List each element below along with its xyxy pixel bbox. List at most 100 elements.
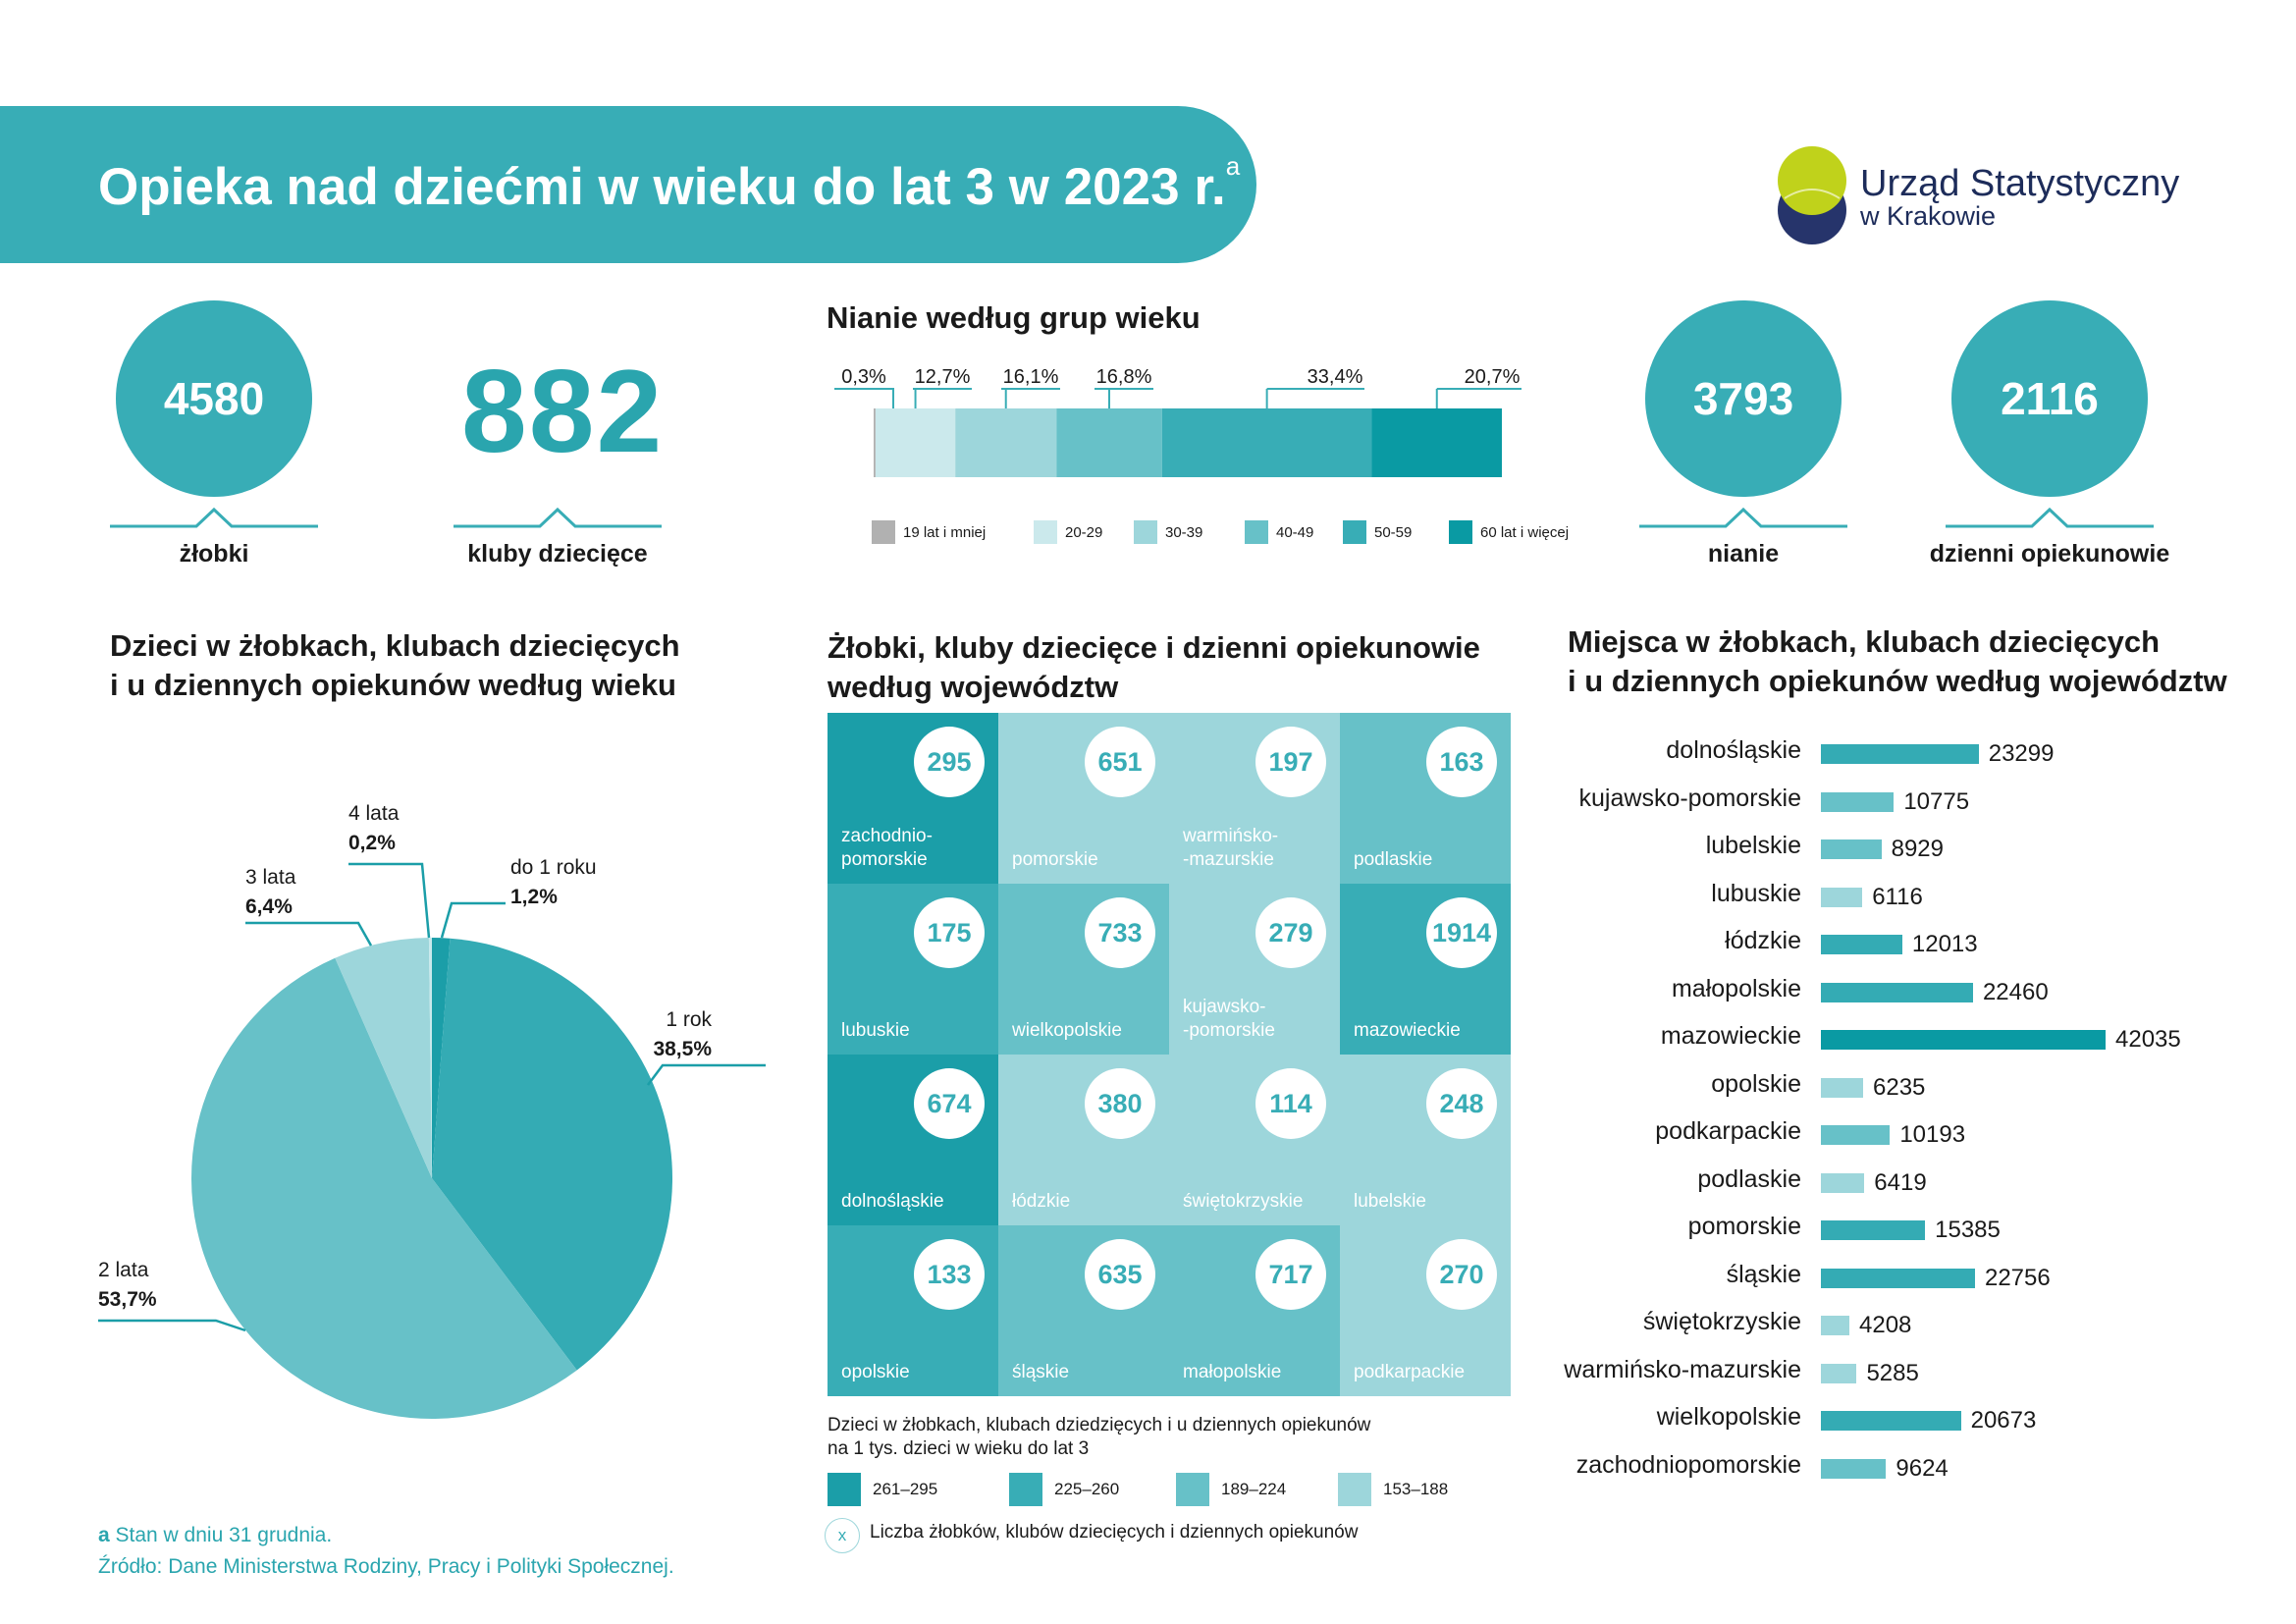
nianie-stacked-bar-chart: 0,3% 12,7% 16,1% 16,8% 33,4% 20,7% <box>834 366 1522 477</box>
pie-slice-pct: 53,7% <box>98 1288 157 1311</box>
map-cell-count: 133 <box>914 1239 985 1310</box>
nianie-label-leader <box>834 388 894 408</box>
pie-label-leader <box>647 1063 766 1086</box>
bar-rect <box>1821 791 1895 812</box>
map-cell-name-line: dolnośląskie <box>841 1191 944 1212</box>
map-cell-name: małopolskie <box>1183 1361 1281 1384</box>
bar-category-label: śląskie <box>1726 1260 1801 1288</box>
places-title-line-1: Miejsca w żłobkach, klubach dziecięcych <box>1568 624 2161 659</box>
nianie-legend-label: 20-29 <box>1065 523 1103 541</box>
bar-rect <box>1821 1411 1961 1431</box>
map-cell-count: 270 <box>1426 1239 1497 1310</box>
opiekunowie-count: 2116 <box>2001 373 2099 424</box>
map-legend-title-line-1: Dzieci w żłobkach, klubach dziedzięcych … <box>828 1415 1371 1435</box>
kluby-label: kluby dziecięce <box>467 540 648 568</box>
pie-slice-name: 3 lata <box>245 866 296 889</box>
bar-category-label: pomorskie <box>1687 1213 1801 1240</box>
bar-value-label: 8929 <box>1891 836 1944 862</box>
pie-label-leader <box>245 921 373 947</box>
pie-title-line-2: i u dziennych opiekunów według wieku <box>110 668 676 702</box>
bar-rect <box>1821 744 1979 764</box>
pie-label-leader <box>440 901 506 939</box>
map-cell-count: 1914 <box>1426 897 1497 968</box>
map-legend-title-line-2: na 1 tys. dzieci w wieku do lat 3 <box>828 1438 1090 1459</box>
page-title: Opieka nad dziećmi w wieku do lat 3 w 20… <box>98 151 1241 216</box>
nianie-legend-label: 60 lat i więcej <box>1480 523 1570 541</box>
map-cell-name: warmińsko- -mazurskie <box>1183 825 1278 872</box>
map-cell: 114 świętokrzyskie <box>1169 1055 1340 1225</box>
title-footnote-mark: a <box>1225 151 1241 181</box>
nianie-legend-swatch <box>872 520 895 544</box>
nianie-pct-label: 33,4% <box>1308 366 1363 388</box>
map-cell-name: mazowieckie <box>1354 1019 1461 1043</box>
places-bar-chart: dolnośląskie 23299 kujawsko-pomorskie 10775… <box>1374 736 2258 1492</box>
pie-slice-name: 4 lata <box>348 802 400 825</box>
opiekunowie-pointer-line <box>1946 507 2154 528</box>
pie-label-leader <box>348 862 431 939</box>
map-cell: 163 podlaskie <box>1340 713 1511 884</box>
map-cell: 248 lubelskie <box>1340 1055 1511 1225</box>
map-cell-name-line: opolskie <box>841 1362 910 1382</box>
map-legend-label: 153–188 <box>1383 1480 1449 1498</box>
pie-slice <box>335 938 432 1178</box>
nianie-bar-segment <box>874 408 876 477</box>
bar-value-label: 4208 <box>1859 1312 1912 1338</box>
count-marker-icon: x <box>825 1518 860 1553</box>
zlobki-label: żłobki <box>179 540 249 568</box>
map-cell-name-line: łódzkie <box>1012 1191 1071 1212</box>
map-cell-name-line: podkarpackie <box>1354 1362 1466 1382</box>
pie-slice-pct: 0,2% <box>348 832 396 854</box>
kluby-count: 882 <box>461 346 665 477</box>
nianie-pct-label: 12,7% <box>915 366 971 388</box>
pie-slice-name: 1 rok <box>666 1008 712 1031</box>
nianie-legend-item: 50-59 <box>1343 520 1412 544</box>
opiekunowie-count-circle: 2116 <box>1951 300 2148 497</box>
map-cell: 380 łódzkie <box>998 1055 1169 1225</box>
footnote-a-text: Stan w dniu 31 grudnia. <box>109 1524 333 1546</box>
map-cell: 295 zachodnio-pomorskie <box>828 713 998 884</box>
map-cell-name-line: zachodnio- <box>841 826 933 846</box>
map-cell: 733 wielkopolskie <box>998 884 1169 1055</box>
nianie-bar-segment <box>1161 408 1372 477</box>
bar-value-label: 22460 <box>1982 978 2049 1005</box>
nianie-pointer-line <box>1639 507 1847 528</box>
map-cell-count: 197 <box>1255 727 1326 797</box>
nianie-pct-label: 20,7% <box>1465 366 1521 388</box>
map-cell-name: wielkopolskie <box>1012 1019 1122 1043</box>
map-legend-item: 261–295 <box>828 1473 937 1506</box>
bar-rect <box>1821 1125 1891 1145</box>
bar-category-label: podkarpackie <box>1655 1117 1801 1145</box>
bar-rect <box>1821 1077 1863 1098</box>
map-title-line-2: według województw <box>828 670 1119 704</box>
age-pie-chart: do 1 roku 1,2% 1 rok 38,5% 2 lata 53,7% 3 lata… <box>98 802 766 1419</box>
bar-value-label: 15385 <box>1935 1217 2001 1243</box>
nianie-legend-item: 40-49 <box>1245 520 1313 544</box>
bar-category-label: małopolskie <box>1671 974 1801 1002</box>
bar-rect <box>1821 887 1863 907</box>
places-chart-title: Miejsca w żłobkach, klubach dziecięcych … <box>1568 623 2227 701</box>
bar-category-label: lubelskie <box>1705 832 1801 859</box>
bar-value-label: 12013 <box>1911 931 1978 957</box>
bar-category-label: lubuskie <box>1711 879 1801 907</box>
nianie-legend-swatch <box>1245 520 1268 544</box>
logo-icon <box>1778 146 1846 244</box>
opiekunowie-label: dzienni opiekunowie <box>1929 540 2170 568</box>
bar-value-label: 6116 <box>1872 883 1923 910</box>
pie-slice-pct: 1,2% <box>510 886 558 908</box>
bar-value-label: 10193 <box>1899 1121 1966 1148</box>
source-note: Źródło: Dane Ministerstwa Rodziny, Pracy… <box>98 1555 674 1578</box>
bar-category-label: mazowieckie <box>1660 1022 1801 1050</box>
map-cell: 270 podkarpackie <box>1340 1225 1511 1396</box>
nianie-bar-segment <box>1056 408 1162 477</box>
zlobki-count: 4580 <box>163 373 265 424</box>
pie-chart-title: Dzieci w żłobkach, klubach dziecięcych i… <box>110 626 680 705</box>
map-cell-count: 635 <box>1085 1239 1155 1310</box>
nianie-legend-item: 30-39 <box>1134 520 1202 544</box>
pie-slice-pct: 6,4% <box>245 895 293 918</box>
map-cell-count: 295 <box>914 727 985 797</box>
bar-value-label: 5285 <box>1866 1359 1919 1386</box>
nianie-legend-label: 40-49 <box>1276 523 1314 541</box>
bar-category-label: łódzkie <box>1725 927 1801 954</box>
nianie-legend-item: 60 lat i więcej <box>1449 520 1569 544</box>
pie-title-line-1: Dzieci w żłobkach, klubach dziecięcych <box>110 628 680 663</box>
